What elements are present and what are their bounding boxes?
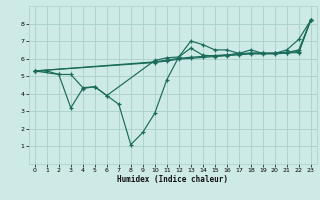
X-axis label: Humidex (Indice chaleur): Humidex (Indice chaleur)	[117, 175, 228, 184]
